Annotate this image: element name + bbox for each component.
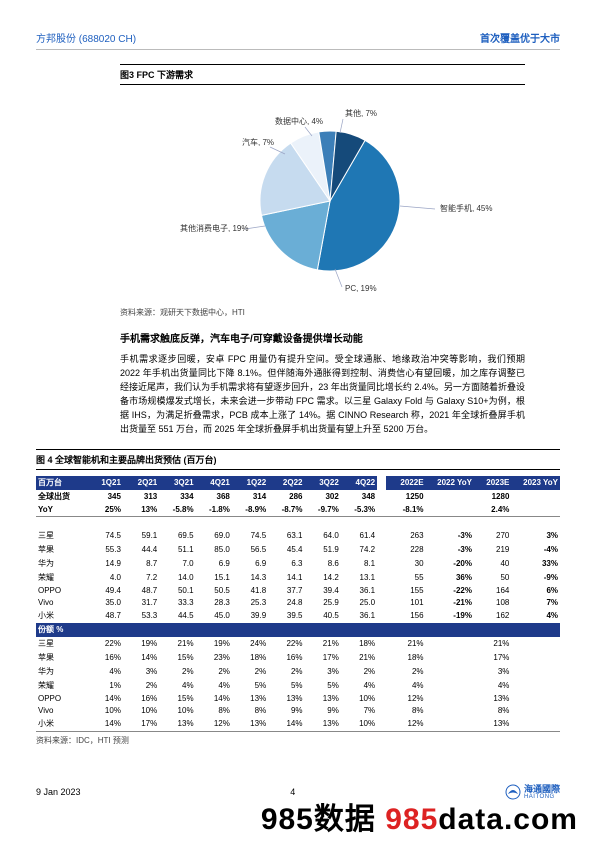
pie-svg: 智能手机, 45% PC, 19% 其他消费电子, 19% 汽车, 7% 数据中心, 4… — [120, 91, 525, 301]
watermark-a: 985数据 — [261, 803, 376, 836]
pie-chart: 智能手机, 45% PC, 19% 其他消费电子, 19% 汽车, 7% 数据中心, 4… — [120, 91, 525, 301]
pie-label: PC, 19% — [345, 284, 377, 293]
shipment-table: 百万台1Q212Q213Q214Q211Q222Q223Q224Q222022E… — [36, 476, 560, 732]
pie-label: 汽车, 7% — [242, 137, 274, 147]
page-header: 方邦股份 (688020 CH) 首次覆盖优于大市 — [36, 30, 560, 45]
pie-label: 数据中心, 4% — [275, 116, 323, 126]
watermark: 985数据 985data.com — [261, 794, 578, 838]
pie-label: 其他消费电子, 19% — [180, 223, 248, 233]
footer-logo-text: 海通國際 — [524, 785, 560, 794]
rating-text: 首次覆盖优于大市 — [480, 30, 560, 45]
figure-3: 图3 FPC 下游需求 智能手机, 45% PC, 19% 其他消费电子, 19% 汽… — [120, 64, 525, 437]
figure-4-title: 图 4 全球智能机和主要品牌出货预估 (百万台) — [36, 449, 560, 470]
figure-4: 图 4 全球智能机和主要品牌出货预估 (百万台) 百万台1Q212Q213Q21… — [36, 449, 560, 746]
footer-date: 9 Jan 2023 — [36, 787, 81, 797]
pie-label: 智能手机, 45% — [440, 203, 492, 213]
watermark-b-rest: data.com — [438, 803, 578, 836]
figure-4-source: 资料来源：IDC，HTI 预测 — [36, 735, 560, 746]
pie-label: 其他, 7% — [345, 108, 377, 118]
ticker-text: 方邦股份 (688020 CH) — [36, 30, 136, 45]
body-paragraph: 手机需求逐步回暖，安卓 FPC 用量仍有提升空间。受全球通胀、地缘政治冲突等影响… — [120, 353, 525, 437]
header-divider — [36, 49, 560, 50]
figure-3-source: 资料来源：观研天下数据中心，HTI — [120, 307, 525, 318]
figure-3-title: 图3 FPC 下游需求 — [120, 64, 525, 85]
watermark-b-red: 985 — [385, 803, 438, 836]
section-heading: 手机需求触底反弹，汽车电子/可穿戴设备提供增长动能 — [120, 330, 525, 345]
